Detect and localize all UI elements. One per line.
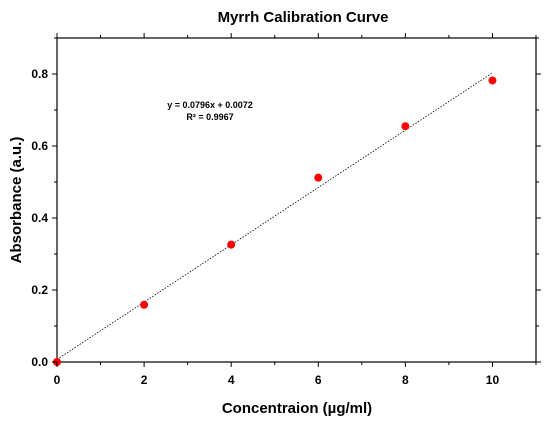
x-tick-label: 4 xyxy=(228,373,235,387)
x-axis-label: Concentraion (µg/ml) xyxy=(222,400,372,417)
x-tick-label: 10 xyxy=(486,373,500,387)
x-tick-label: 0 xyxy=(54,373,61,387)
data-point xyxy=(140,300,149,309)
y-tick-label: 0.2 xyxy=(31,283,48,297)
fit-line-layer xyxy=(56,72,493,360)
y-axis-ticks: 0.0 0.2 0.4 0.6 0.8 xyxy=(31,37,541,369)
r-squared-label: R² = 0.9967 xyxy=(186,112,233,122)
data-points-layer xyxy=(53,76,497,366)
y-tick-label: 0.6 xyxy=(31,139,48,153)
data-point xyxy=(314,173,323,182)
x-tick-label: 2 xyxy=(141,373,148,387)
y-tick-label: 0.8 xyxy=(31,67,48,81)
data-point xyxy=(488,76,497,85)
x-axis-ticks: 0 2 4 6 8 10 xyxy=(54,33,537,387)
chart-title: Myrrh Calibration Curve xyxy=(218,9,389,26)
y-tick-label: 0.0 xyxy=(31,355,48,369)
fit-equation-label: y = 0.0796x + 0.0072 xyxy=(167,100,253,110)
y-tick-label: 0.4 xyxy=(31,211,48,225)
data-point xyxy=(227,240,236,249)
data-point xyxy=(401,122,410,131)
fit-line xyxy=(56,72,493,360)
x-tick-label: 6 xyxy=(315,373,322,387)
y-axis-label: Absorbance (a.u.) xyxy=(8,137,25,264)
x-tick-label: 8 xyxy=(402,373,409,387)
plot-frame xyxy=(56,37,537,363)
